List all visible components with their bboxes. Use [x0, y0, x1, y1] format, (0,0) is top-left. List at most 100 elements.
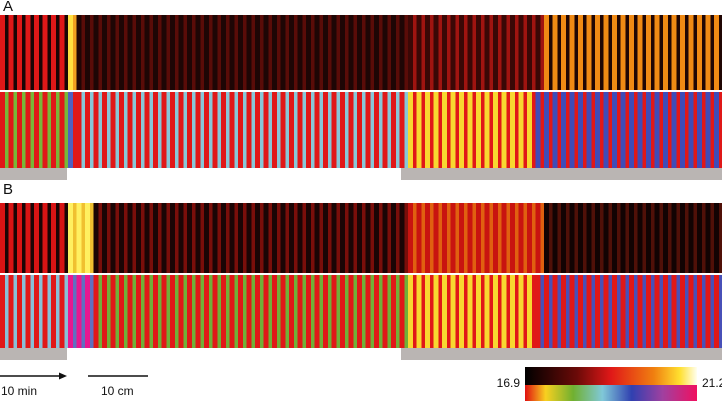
strip — [421, 92, 425, 168]
strip — [340, 15, 345, 90]
strip — [34, 203, 39, 273]
strip — [668, 92, 672, 168]
strip — [68, 15, 73, 90]
strip — [659, 92, 663, 168]
strip — [549, 203, 553, 273]
strip — [76, 203, 82, 273]
strip — [467, 275, 473, 348]
strip — [161, 15, 167, 90]
strip — [671, 15, 677, 90]
strip — [591, 15, 595, 90]
strip — [110, 203, 116, 273]
strip — [578, 15, 583, 90]
strip — [438, 275, 442, 348]
strip — [608, 92, 612, 168]
strip — [340, 275, 345, 348]
strip — [212, 15, 218, 90]
strip — [204, 15, 209, 90]
strip — [620, 275, 626, 348]
strip — [323, 275, 328, 348]
strip — [693, 92, 697, 168]
strip — [90, 275, 94, 348]
strip — [379, 275, 383, 348]
strip — [39, 15, 43, 90]
strip — [467, 15, 473, 90]
strip — [586, 92, 592, 168]
strip — [634, 275, 638, 348]
strip — [697, 15, 702, 90]
strip — [149, 15, 153, 90]
strip — [306, 15, 311, 90]
strip — [255, 15, 260, 90]
strip — [93, 203, 99, 273]
strip — [600, 15, 604, 90]
strip — [68, 92, 73, 168]
strip — [357, 203, 362, 273]
strip — [693, 203, 697, 273]
strip — [654, 203, 660, 273]
strip — [472, 203, 476, 273]
strip — [124, 92, 128, 168]
strip — [637, 275, 643, 348]
strip — [569, 203, 575, 273]
strip — [693, 275, 697, 348]
strip — [260, 203, 264, 273]
strip — [489, 203, 493, 273]
strip — [561, 275, 566, 348]
strip — [425, 15, 430, 90]
strip — [56, 92, 60, 168]
strip — [608, 275, 612, 348]
strip — [379, 15, 383, 90]
strip — [59, 275, 65, 348]
strip — [277, 15, 281, 90]
strip — [0, 15, 5, 90]
strip — [294, 92, 298, 168]
strip — [353, 275, 357, 348]
strip — [552, 92, 558, 168]
strip — [365, 15, 371, 90]
strip — [459, 92, 464, 168]
strip — [17, 15, 22, 90]
strip — [102, 92, 107, 168]
strip — [702, 203, 706, 273]
thermal-strips — [0, 15, 722, 348]
strip — [603, 92, 609, 168]
strip — [518, 92, 524, 168]
strip — [671, 203, 677, 273]
strip — [175, 92, 179, 168]
strip — [382, 92, 388, 168]
strip — [561, 15, 566, 90]
strip — [306, 92, 311, 168]
strip — [702, 92, 706, 168]
strip — [447, 203, 451, 273]
strip — [187, 275, 192, 348]
strip — [34, 275, 39, 348]
strip — [217, 203, 221, 273]
strip — [178, 92, 184, 168]
strip — [149, 275, 153, 348]
strip — [680, 15, 685, 90]
strip — [328, 203, 332, 273]
strip — [8, 275, 14, 348]
strip — [132, 275, 136, 348]
strip — [226, 92, 230, 168]
strip — [127, 15, 133, 90]
strip — [115, 203, 119, 273]
strip — [98, 15, 102, 90]
strip — [302, 203, 306, 273]
strip — [328, 275, 332, 348]
colorbar-min-label: 16.9 — [497, 376, 521, 390]
strip — [263, 203, 269, 273]
strip — [200, 203, 204, 273]
strip — [518, 15, 524, 90]
strip — [289, 15, 294, 90]
strip — [396, 92, 400, 168]
strip — [200, 92, 204, 168]
strip — [280, 275, 286, 348]
strip — [365, 92, 371, 168]
strip — [251, 275, 255, 348]
strip — [532, 275, 536, 348]
strip — [115, 15, 119, 90]
strip — [187, 203, 192, 273]
strip — [646, 15, 651, 90]
